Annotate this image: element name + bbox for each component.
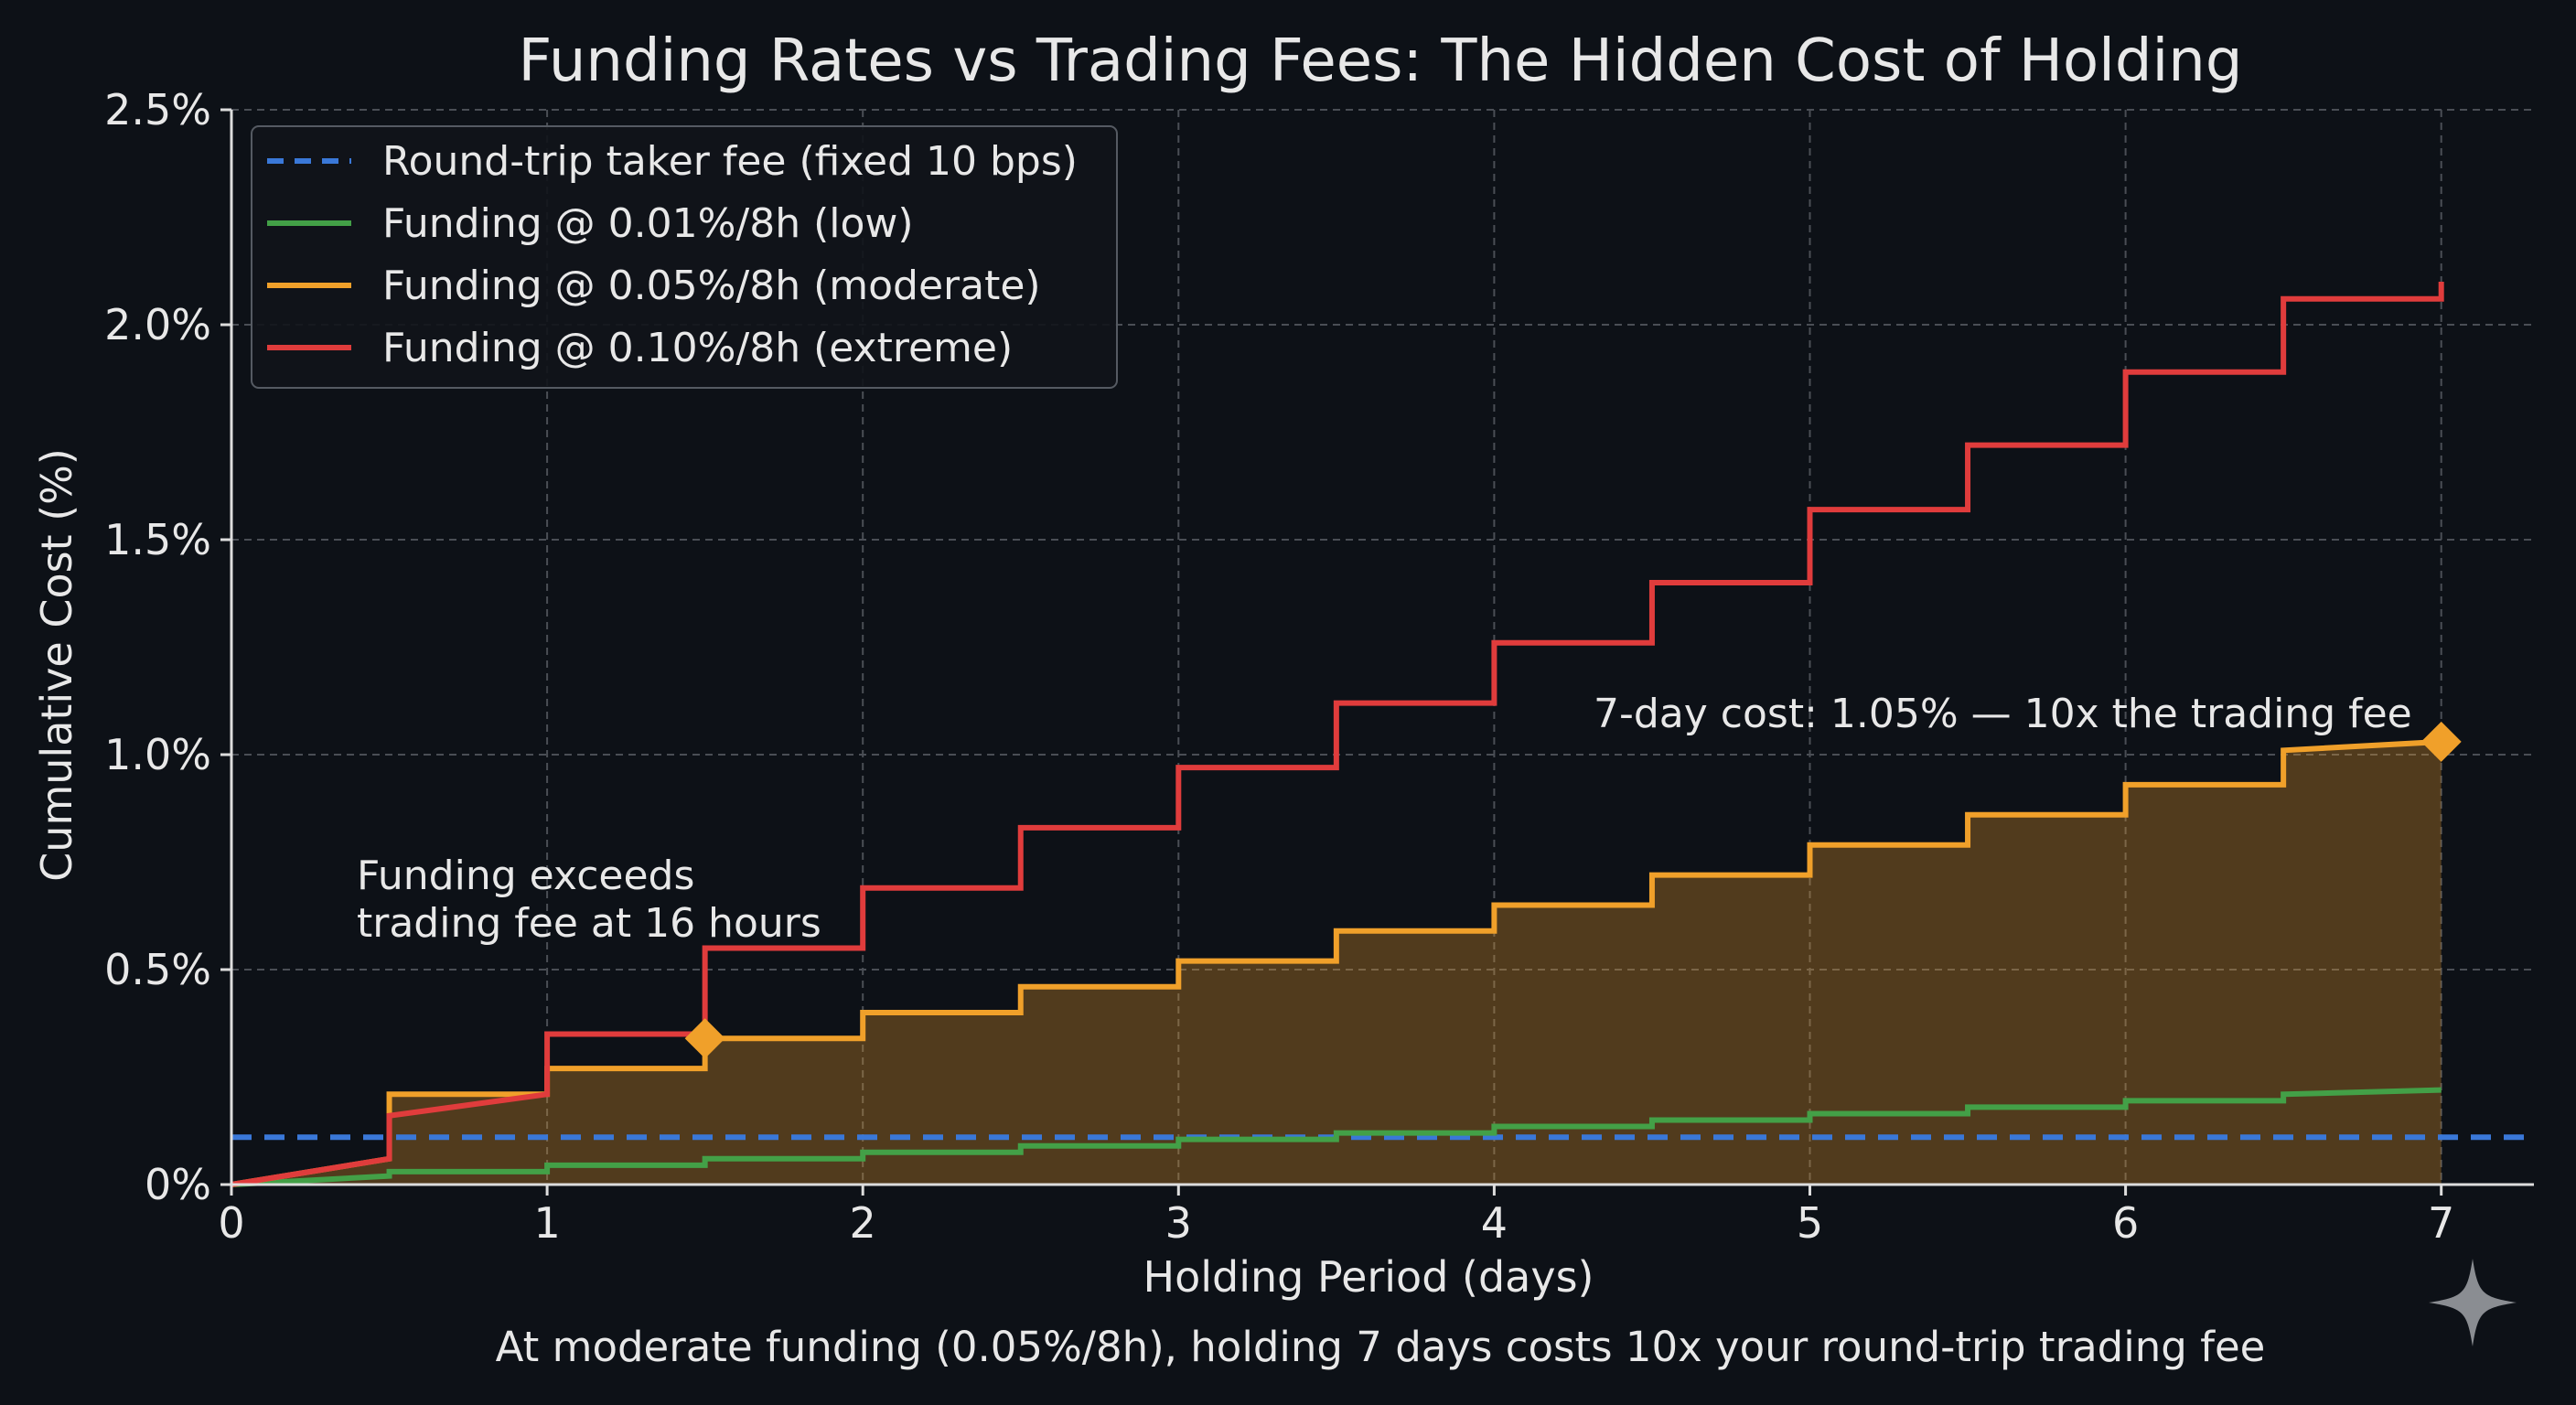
series-lines [231,282,2534,1187]
x-tick-label: 6 [2112,1198,2139,1248]
x-axis-label: Holding Period (days) [1143,1252,1594,1302]
y-tick-label: 0.5% [104,945,211,994]
x-tick-label: 3 [1165,1198,1192,1248]
x-tick-label: 2 [850,1198,876,1248]
caption: At moderate funding (0.05%/8h), holding … [496,1323,2266,1371]
x-tick-label: 7 [2428,1198,2454,1248]
markers [684,721,2462,1059]
y-tick-label: 1.0% [104,730,211,779]
x-tick-label: 4 [1481,1198,1508,1248]
axes: 0 1 2 3 4 5 6 7 0% 0.5% 1.0% 1.5% 2.0% 2.5% [104,85,2534,1248]
annotation-7day: 7-day cost: 1.05% — 10x the trading fee [1594,691,2412,737]
legend-label: Funding @ 0.10%/8h (extreme) [382,325,1013,371]
legend-label: Funding @ 0.01%/8h (low) [382,200,914,247]
y-axis-label: Cumulative Cost (%) [32,448,81,882]
x-tick-label: 1 [533,1198,560,1248]
sparkle-icon [2429,1259,2517,1346]
legend-label: Funding @ 0.05%/8h (moderate) [382,263,1041,309]
chart-title: Funding Rates vs Trading Fees: The Hidde… [519,27,2243,95]
diamond-marker [2420,721,2462,762]
y-tick-label: 1.5% [104,515,211,564]
series-line-3 [231,282,2444,1187]
diamond-marker [684,1018,725,1059]
legend-label: Round-trip taker fee (fixed 10 bps) [382,138,1078,185]
y-tick-label: 2.5% [104,85,211,134]
legend: Round-trip taker fee (fixed 10 bps) Fundi… [251,125,1118,389]
x-tick-label: 5 [1797,1198,1823,1248]
series-line-2 [231,738,2442,1187]
series-line-1 [231,1087,2442,1187]
x-tick-label: 0 [218,1198,244,1248]
annotation-crossover-line1: Funding exceeds [357,853,694,899]
annotation-crossover-line2: trading fee at 16 hours [357,900,821,947]
y-tick-label: 0% [145,1160,211,1209]
y-tick-label: 2.0% [104,300,211,349]
